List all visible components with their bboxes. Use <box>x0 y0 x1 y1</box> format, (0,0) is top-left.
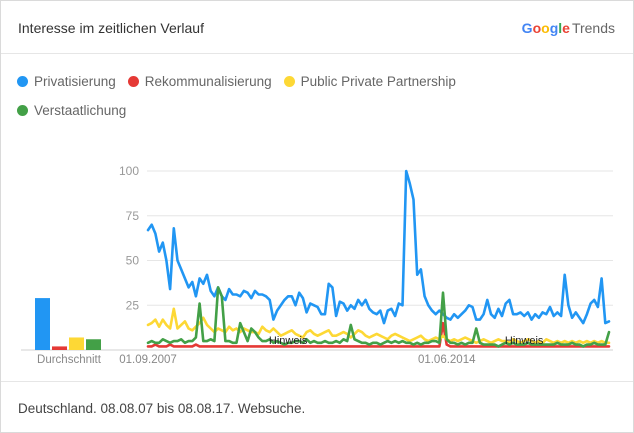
google-wordmark: Google <box>522 20 570 36</box>
legend-label: Public Private Partnership <box>300 74 456 89</box>
footer-caption: Deutschland. 08.08.07 bis 08.08.17. Webs… <box>18 401 306 416</box>
y-tick-label: 25 <box>126 298 140 312</box>
series-line <box>146 169 611 325</box>
x-tick-label: 01.06.2014 <box>418 354 476 366</box>
chart-legend: Privatisierung Rekommunalisierung Public P… <box>17 67 617 125</box>
legend-item[interactable]: Verstaatlichung <box>17 96 126 125</box>
y-tick-label: 50 <box>126 254 140 268</box>
legend-item[interactable]: Rekommunalisierung <box>127 67 272 96</box>
series-line <box>146 321 611 348</box>
brand-letter: e <box>562 20 570 36</box>
brand-letter: o <box>541 20 550 36</box>
brand-letter: g <box>549 20 559 36</box>
y-tick-label: 75 <box>126 209 140 223</box>
google-trends-logo[interactable]: Google Trends <box>522 20 615 36</box>
legend-label: Rekommunalisierung <box>144 74 272 89</box>
brand-letter: l <box>558 20 563 36</box>
brand-letter: G <box>521 20 533 36</box>
x-tick-label: 01.09.2007 <box>119 354 177 366</box>
card-title: Interesse im zeitlichen Verlauf <box>18 20 204 36</box>
legend-item[interactable]: Public Private Partnership <box>283 67 456 96</box>
legend-item[interactable]: Privatisierung <box>17 67 116 96</box>
y-tick-label: 100 <box>119 164 139 178</box>
trends-wordmark: Trends <box>571 20 615 36</box>
legend-dot-icon <box>127 76 139 87</box>
legend-label: Verstaatlichung <box>34 103 127 118</box>
average-bar <box>35 298 50 350</box>
average-bar <box>52 346 67 350</box>
annotation-label: Hinweis <box>269 335 308 347</box>
card-footer: Deutschland. 08.08.07 bis 08.08.17. Webs… <box>1 381 633 433</box>
legend-dot-icon <box>283 76 295 87</box>
legend-dot-icon <box>17 105 28 116</box>
average-label: Durchschnitt <box>37 354 102 366</box>
brand-letter: o <box>532 20 542 36</box>
card-header: Interesse im zeitlichen Verlauf Google Tr… <box>1 1 633 54</box>
trend-chart: 25 50 75 100 Durchschnitt 01.09.2007 01.06.201… <box>21 164 613 366</box>
average-bar <box>86 339 101 350</box>
annotation-label: Hinweis <box>505 335 544 347</box>
legend-label: Privatisierung <box>34 74 116 89</box>
legend-dot-icon <box>17 76 28 87</box>
average-bar <box>69 337 84 350</box>
series-line <box>146 286 611 348</box>
